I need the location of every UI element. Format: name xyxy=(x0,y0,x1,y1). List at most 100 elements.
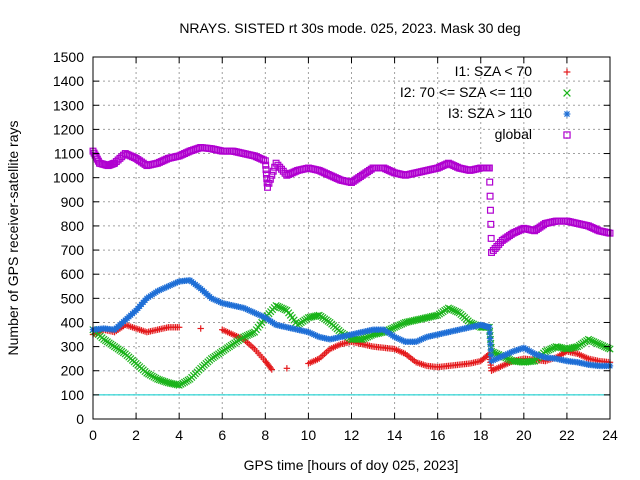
data-point xyxy=(261,157,269,165)
data-point xyxy=(265,179,273,187)
x-tick-label: 6 xyxy=(218,427,226,443)
data-point xyxy=(486,206,494,214)
data-points xyxy=(89,144,614,389)
legend-marker xyxy=(563,68,571,76)
x-tick-label: 2 xyxy=(132,427,140,443)
data-point xyxy=(272,159,280,167)
data-point xyxy=(491,244,499,252)
data-point xyxy=(597,341,605,349)
data-point xyxy=(279,305,287,313)
axis-ticks: 0 2 4 6 8 10 12 14 16 18 20 22 240100200300400500600… xyxy=(53,49,618,443)
data-point xyxy=(276,163,284,171)
data-point xyxy=(197,325,204,332)
data-point xyxy=(545,346,553,354)
y-tick-label: 1000 xyxy=(53,170,84,186)
data-point xyxy=(274,161,282,169)
data-point xyxy=(247,330,255,338)
data-point xyxy=(487,346,495,354)
data-point xyxy=(486,335,494,342)
data-point xyxy=(264,183,271,191)
data-point xyxy=(489,246,497,254)
data-point xyxy=(240,333,248,341)
data-point xyxy=(93,155,101,163)
legend-marker xyxy=(563,110,571,118)
data-point xyxy=(262,166,270,174)
x-tick-label: 4 xyxy=(175,427,183,443)
data-point xyxy=(390,323,399,331)
x-tick-label: 20 xyxy=(516,427,532,443)
x-tick-label: 16 xyxy=(430,427,446,443)
data-point xyxy=(595,340,603,348)
data-point xyxy=(572,343,580,351)
data-point xyxy=(266,175,274,183)
data-point xyxy=(394,322,402,330)
x-tick-label: 8 xyxy=(261,427,269,443)
data-point xyxy=(485,164,493,172)
data-point xyxy=(283,365,291,372)
data-point xyxy=(364,333,372,341)
y-tick-label: 0 xyxy=(76,411,84,427)
x-tick-label: 0 xyxy=(89,427,97,443)
data-point xyxy=(493,242,501,250)
legend-label: I1: SZA < 70 xyxy=(455,63,533,79)
data-point xyxy=(241,332,250,340)
y-axis-label: Number of GPS receiver-satellite rays xyxy=(5,121,21,356)
data-point xyxy=(267,364,274,372)
legend-marker xyxy=(563,131,571,139)
y-tick-label: 900 xyxy=(61,194,85,210)
y-tick-label: 700 xyxy=(61,242,85,258)
data-point xyxy=(446,305,454,313)
data-point xyxy=(398,320,406,328)
data-point xyxy=(543,346,551,355)
data-point xyxy=(588,337,596,345)
data-point xyxy=(243,331,252,339)
data-point xyxy=(450,306,458,315)
legend-label: I2: 70 <= SZA <= 110 xyxy=(400,84,532,100)
data-point xyxy=(258,155,266,163)
data-point xyxy=(590,338,598,346)
series-square xyxy=(89,144,614,256)
data-point xyxy=(495,240,503,248)
data-point xyxy=(599,342,607,350)
data-point xyxy=(276,303,284,311)
y-tick-label: 1100 xyxy=(54,146,84,162)
y-tick-label: 1200 xyxy=(53,121,84,137)
data-point xyxy=(593,339,602,348)
x-axis-label: GPS time [hours of doy 025, 2023] xyxy=(244,457,459,473)
x-tick-label: 14 xyxy=(387,427,403,443)
data-point xyxy=(453,308,462,316)
data-point xyxy=(362,334,370,342)
data-point xyxy=(541,347,549,356)
data-point xyxy=(486,329,493,337)
data-point xyxy=(396,321,404,329)
data-point xyxy=(389,324,397,332)
data-point xyxy=(586,336,594,344)
legend-label: I3: SZA > 110 xyxy=(448,105,532,121)
data-point xyxy=(444,304,453,312)
data-point xyxy=(392,322,401,331)
y-tick-label: 1400 xyxy=(53,73,84,89)
x-tick-label: 10 xyxy=(301,427,317,443)
y-tick-label: 600 xyxy=(61,266,85,282)
data-point xyxy=(602,343,611,352)
x-tick-label: 24 xyxy=(602,427,618,443)
data-point xyxy=(269,167,277,175)
legend: I1: SZA < 70 I2: 70 <= SZA <= 110 I3: SZA … xyxy=(400,63,571,142)
data-point xyxy=(547,345,555,353)
data-point xyxy=(278,165,285,173)
data-point xyxy=(487,340,494,348)
data-point xyxy=(272,301,280,310)
y-tick-label: 200 xyxy=(61,363,85,379)
data-point xyxy=(274,302,282,311)
data-point xyxy=(245,330,253,339)
data-point xyxy=(529,357,537,365)
data-point xyxy=(488,249,496,256)
data-point xyxy=(262,161,270,169)
data-point xyxy=(505,355,514,364)
y-tick-label: 1500 xyxy=(53,49,84,65)
data-point xyxy=(360,334,368,343)
series-* xyxy=(89,277,614,370)
y-tick-label: 300 xyxy=(61,339,85,355)
